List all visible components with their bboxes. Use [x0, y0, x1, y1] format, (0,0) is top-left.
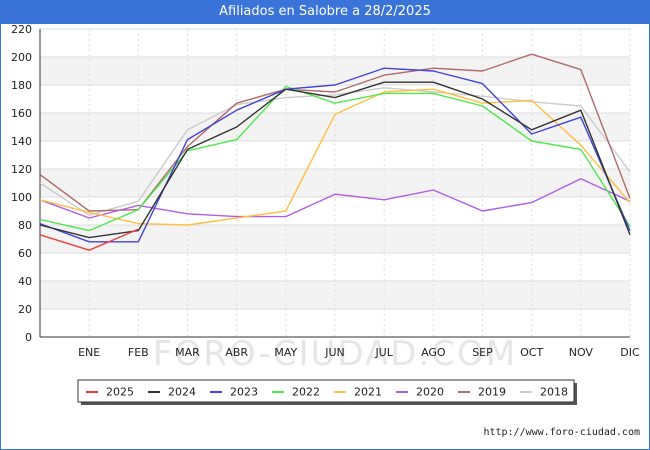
legend-label-2024: 2024 — [168, 386, 196, 399]
source-url: http://www.foro-ciudad.com — [483, 427, 640, 438]
x-tick-label: ENE — [78, 346, 100, 359]
y-tick-label: 140 — [11, 135, 32, 148]
series-line-2022 — [39, 85, 631, 232]
grid-lines — [39, 28, 631, 338]
y-axis: 0 20 40 60 80 100 120 140 160 180 200 220 — [11, 23, 41, 344]
series-line-2024 — [39, 81, 631, 239]
chart-title: Afiliados en Salobre a 28/2/2025 — [0, 0, 650, 24]
legend-label-2018: 2018 — [540, 386, 568, 399]
x-tick-label: DIC — [620, 346, 640, 359]
y-tick-label: 20 — [18, 303, 32, 316]
x-tick-label: NOV — [569, 346, 594, 359]
series-line-2020 — [39, 178, 631, 219]
legend-box — [77, 379, 575, 403]
y-tick-label: 200 — [11, 51, 32, 64]
y-tick-label: 100 — [11, 191, 32, 204]
x-axis: ENE FEB MAR ABR MAY JUN JUL AGO SEP OCT NOV DIC — [40, 336, 640, 359]
grid-band — [40, 169, 630, 197]
y-tick-label: 40 — [18, 275, 32, 288]
series-line-2018 — [39, 87, 631, 216]
x-tick-label: MAY — [274, 346, 297, 359]
y-tick-label: 0 — [25, 331, 32, 344]
y-tick-label: 220 — [11, 23, 32, 36]
watermark: FORO-CIUDAD.COM — [153, 334, 517, 374]
legend: 2025 2024 2023 2022 2021 2020 2019 2018 — [77, 379, 577, 405]
x-tick-label: JUN — [324, 346, 345, 359]
grid-band — [40, 113, 630, 141]
y-tick-label: 80 — [18, 219, 32, 232]
x-tick-label: ABR — [225, 346, 248, 359]
x-tick-label: JUL — [374, 346, 393, 359]
legend-label-2021: 2021 — [354, 386, 382, 399]
legend-label-2020: 2020 — [416, 386, 444, 399]
x-tick-label: SEP — [472, 346, 493, 359]
x-tick-label: OCT — [520, 346, 543, 359]
x-tick-label: FEB — [128, 346, 149, 359]
series-line-2023 — [39, 67, 631, 243]
series-line-2021 — [39, 88, 631, 226]
y-tick-label: 60 — [18, 247, 32, 260]
legend-label-2019: 2019 — [478, 386, 506, 399]
y-tick-label: 180 — [11, 79, 32, 92]
y-tick-label: 120 — [11, 163, 32, 176]
series-line-2025 — [39, 228, 139, 251]
legend-label-2022: 2022 — [292, 386, 320, 399]
x-tick-label: MAR — [175, 346, 200, 359]
series-lines — [39, 53, 631, 251]
legend-label-2023: 2023 — [230, 386, 258, 399]
y-tick-label: 160 — [11, 107, 32, 120]
legend-label-2025: 2025 — [106, 386, 134, 399]
x-tick-label: AGO — [421, 346, 446, 359]
